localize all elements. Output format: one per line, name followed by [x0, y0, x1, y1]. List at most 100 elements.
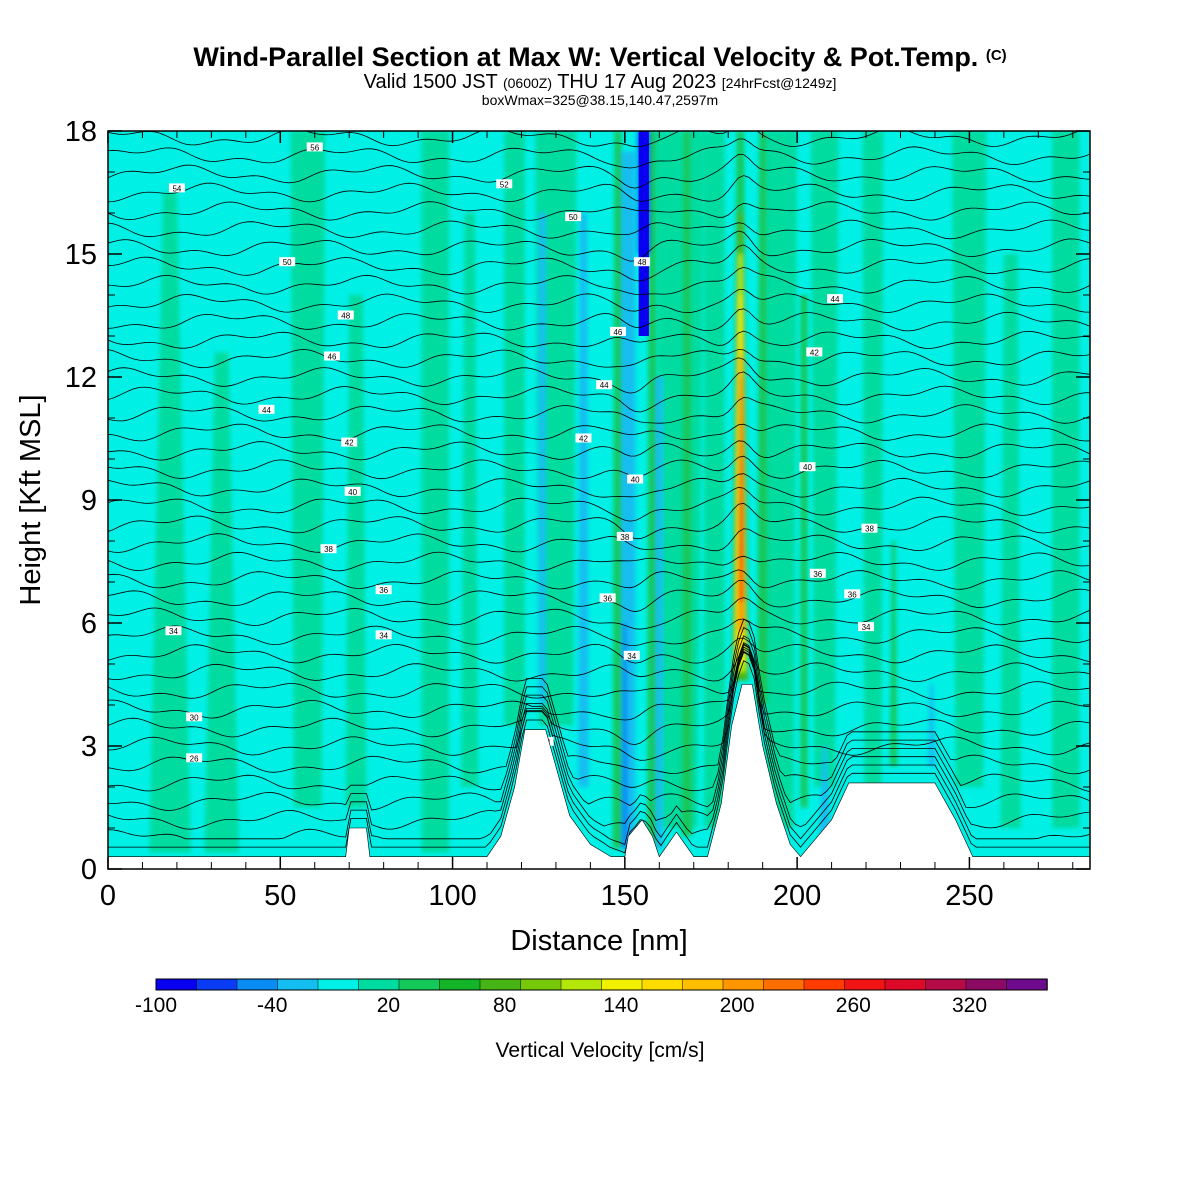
- theta-label-text: 34: [379, 631, 388, 640]
- theta-label-bg: [861, 523, 878, 533]
- colorbar-swatch-2: [236, 978, 279, 991]
- theta-label-17: 40: [799, 462, 816, 472]
- theta-label-23: 36: [809, 568, 826, 579]
- theta-label-text: 46: [328, 353, 337, 362]
- theta-label-bg: [809, 568, 826, 578]
- theta-contour-line-13: [108, 597, 1090, 630]
- theta-contour-line-39: [108, 131, 1081, 148]
- green-streak-5: [890, 541, 898, 767]
- theta-label-12: 42: [341, 437, 358, 448]
- theta-label-bg: [279, 257, 296, 267]
- theta-label-text: 38: [620, 533, 629, 542]
- colorbar-swatch-18: [884, 978, 927, 991]
- theta-label-8: 46: [609, 326, 626, 337]
- theta-label-bg: [323, 351, 340, 361]
- theta-contour-line-15: [108, 569, 1090, 590]
- colorbar-swatch-5: [358, 978, 400, 991]
- field-background: [108, 131, 1090, 869]
- theta-contour-line-27: [108, 349, 1090, 369]
- theta-label-bg: [599, 593, 616, 603]
- updraft-streak-4: [421, 131, 450, 853]
- theta-label-26: 34: [623, 650, 640, 661]
- theta-contour-line-33: [108, 230, 1090, 262]
- theta-label-text: 36: [379, 586, 388, 595]
- terrain: [108, 684, 1090, 869]
- colorbar-swatch-8: [479, 978, 522, 991]
- theta-label-2: 52: [496, 179, 513, 189]
- y-tick-label: 12: [65, 362, 97, 394]
- theta-label-text: 34: [627, 652, 636, 661]
- theta-label-bg: [844, 589, 861, 599]
- theta-contour-line-1: [108, 651, 1090, 846]
- theta-label-text: 36: [848, 590, 857, 599]
- updraft-streak-3: [345, 295, 367, 808]
- theta-label-bg: [827, 294, 844, 304]
- green-streak-2: [681, 131, 693, 837]
- theta-contour-line-17: [108, 528, 1090, 553]
- theta-contour-line-19: [108, 486, 1090, 522]
- theta-contour-line-29: [108, 308, 1090, 332]
- theta-label-text: 56: [310, 143, 319, 152]
- theta-label-bg: [375, 630, 392, 640]
- theta-label-bg: [799, 462, 816, 472]
- colorbar-swatch-6: [398, 978, 441, 991]
- colorbar-swatch-0: [155, 978, 198, 991]
- colorbar-tick-label: 80: [493, 994, 516, 1017]
- theta-contour-line-24: [108, 396, 1090, 424]
- theta-contour-line-23: [108, 423, 1090, 442]
- theta-label-text: 40: [631, 476, 640, 485]
- theta-label-text: 36: [813, 570, 822, 579]
- colorbar-swatch-7: [439, 978, 481, 991]
- colorbar-tick-label: -40: [257, 994, 287, 1017]
- colorbar-tick-label: 320: [952, 994, 987, 1017]
- y-tick-label: 0: [81, 854, 97, 886]
- colorbar-tick-label: 260: [836, 994, 871, 1017]
- theta-contour-line-12: [108, 618, 1090, 647]
- y-tick-label: 18: [65, 116, 97, 148]
- colorbar-swatch-11: [601, 978, 643, 991]
- theta-label-19: 38: [616, 531, 633, 542]
- colorbar-swatch-21: [1006, 978, 1048, 991]
- theta-label-31: 26: [186, 753, 203, 763]
- theta-contour-line-0: [108, 660, 1090, 854]
- chart-title-block: Wind-Parallel Section at Max W: Vertical…: [0, 40, 1200, 108]
- theta-label-9: 44: [258, 404, 275, 415]
- colorbar: -100 -40 20 80 140 200 260 320: [135, 978, 1048, 1017]
- theta-label-text: 48: [638, 258, 647, 267]
- theta-label-text: 34: [169, 627, 178, 636]
- updraft-streak-13: [952, 131, 987, 787]
- theta-label-text: 50: [569, 213, 578, 222]
- theta-label-text: 38: [324, 545, 333, 554]
- x-tick-label: 0: [100, 880, 116, 912]
- theta-contour-line-25: [108, 371, 1090, 413]
- theta-label-text: 44: [262, 406, 271, 415]
- theta-label-text: 42: [579, 435, 588, 444]
- theta-label-1: 54: [168, 183, 185, 193]
- theta-label-text: 54: [172, 184, 181, 193]
- theta-label-bg: [623, 650, 640, 660]
- theta-label-text: 42: [345, 439, 354, 448]
- colorbar-swatch-12: [641, 978, 684, 991]
- updraft-streak-14: [1000, 254, 1022, 828]
- theta-label-bg: [496, 179, 513, 189]
- colorbar-swatch-1: [196, 978, 238, 991]
- theta-label-16: 40: [627, 474, 644, 485]
- theta-contour-line-37: [108, 153, 1090, 189]
- downdraft-band-0: [538, 213, 546, 705]
- theta-label-bg: [858, 622, 875, 632]
- updraft-streak-2: [290, 131, 326, 808]
- theta-contour-line-34: [108, 219, 1090, 240]
- theta-contour-line-2: [108, 643, 1090, 830]
- downdraft-band-5: [928, 684, 935, 767]
- theta-contour-line-16: [108, 551, 1090, 572]
- theta-label-text: 46: [613, 328, 622, 337]
- y-tick-label: 9: [81, 485, 97, 517]
- downdraft-band-1: [578, 213, 589, 787]
- colorbar-swatch-13: [682, 978, 724, 991]
- theta-label-text: 38: [865, 525, 874, 534]
- colorbar-swatch-14: [722, 978, 765, 991]
- colorbar-swatch-3: [277, 978, 319, 991]
- theta-contour-line-3: [108, 635, 1090, 811]
- y-tick-label: 6: [81, 608, 97, 640]
